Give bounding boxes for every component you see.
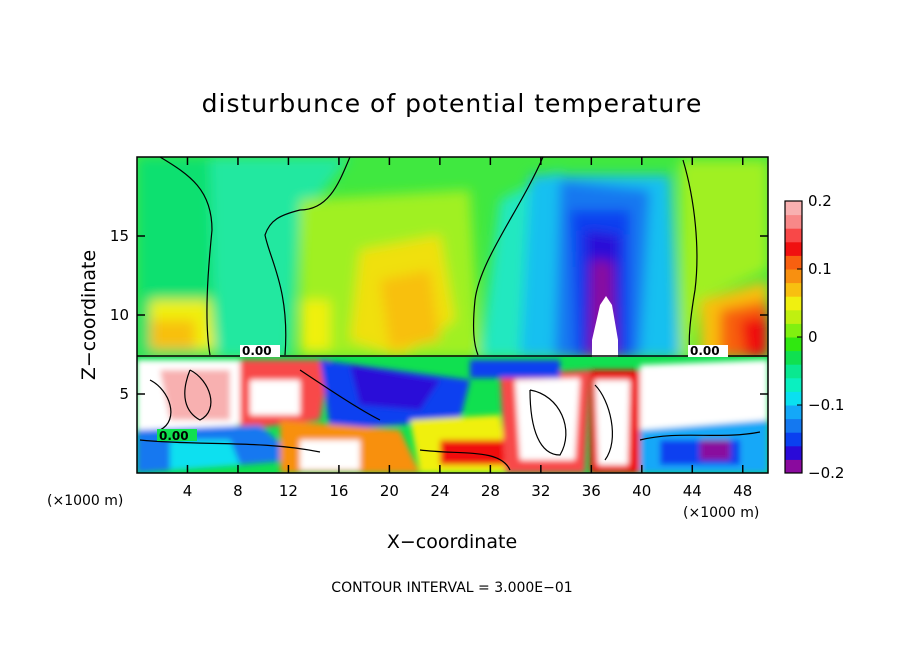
contour-label-box bbox=[157, 429, 197, 441]
contour-label-box bbox=[240, 345, 280, 357]
x-tick-label: 32 bbox=[531, 482, 550, 500]
contour-line bbox=[299, 369, 381, 421]
colorbar-swatch bbox=[785, 214, 802, 229]
colorbar-swatch bbox=[785, 255, 802, 270]
colorbar-swatch bbox=[785, 350, 802, 365]
x-tick-label: 44 bbox=[683, 482, 702, 500]
colorbar-swatch bbox=[785, 323, 802, 338]
x-tick-label: 36 bbox=[582, 482, 601, 500]
colorbar-swatch bbox=[785, 337, 802, 352]
colorbar-swatch bbox=[785, 364, 802, 379]
contour-line bbox=[159, 157, 213, 356]
colorbar-swatch bbox=[785, 405, 802, 420]
colorbar-tick-label: 0 bbox=[808, 328, 818, 346]
colorbar-swatch bbox=[785, 418, 802, 433]
colorbar-swatch bbox=[785, 241, 802, 256]
colorbar-swatch bbox=[785, 309, 802, 324]
x-tick-label: 40 bbox=[632, 482, 651, 500]
y-tick-label: 5 bbox=[119, 385, 129, 403]
x-tick-label: 8 bbox=[233, 482, 243, 500]
x-tick-label: 48 bbox=[733, 482, 752, 500]
contour-label-box bbox=[688, 345, 728, 357]
contour-label: 0.00 bbox=[159, 429, 189, 443]
field-upper-blobs bbox=[137, 157, 768, 357]
contour-line bbox=[529, 389, 567, 456]
field-saturated-core bbox=[592, 296, 618, 357]
colorbar-swatch bbox=[785, 377, 802, 392]
colorbar-tick-label: 0.2 bbox=[808, 192, 832, 210]
x-axis: 4 8 12 16 20 24 28 32 36 40 44 48 bbox=[183, 157, 752, 500]
x-unit-left: (×1000 m) bbox=[47, 493, 123, 509]
x-tick-label: 24 bbox=[430, 482, 449, 500]
colorbar-swatch bbox=[785, 201, 802, 216]
contour-label: 0.00 bbox=[690, 344, 720, 358]
colorbar-swatch bbox=[785, 445, 802, 460]
colorbar: 0.2 0.1 0 −0.1 −0.2 bbox=[784, 192, 844, 482]
colorbar-swatch bbox=[785, 228, 802, 243]
colorbar-tick-label: −0.1 bbox=[808, 396, 844, 414]
contour-line bbox=[419, 449, 511, 471]
contour-line bbox=[682, 159, 698, 356]
y-axis: 5 10 15 bbox=[110, 227, 768, 403]
contour-line bbox=[184, 369, 212, 421]
contour-interval-note: CONTOUR INTERVAL = 3.000E−01 bbox=[331, 580, 572, 596]
x-tick-label: 28 bbox=[481, 482, 500, 500]
contour-line bbox=[472, 157, 544, 356]
x-tick-label: 12 bbox=[279, 482, 298, 500]
x-axis-label: X−coordinate bbox=[387, 531, 517, 553]
x-tick-label: 16 bbox=[329, 482, 348, 500]
contour-line bbox=[264, 157, 351, 356]
colorbar-swatch bbox=[785, 432, 802, 447]
y-tick-label: 15 bbox=[110, 227, 129, 245]
colorbar-tick-label: 0.1 bbox=[808, 260, 832, 278]
x-unit-right: (×1000 m) bbox=[683, 505, 759, 521]
y-axis-label: Z−coordinate bbox=[78, 250, 100, 380]
contour-line bbox=[594, 384, 613, 461]
contour-line bbox=[139, 439, 321, 453]
colorbar-tick-label: −0.2 bbox=[808, 464, 844, 482]
chart-title: disturbunce of potential temperature bbox=[202, 89, 703, 118]
heatmap-field: 0.00 0.00 0.00 bbox=[137, 157, 768, 473]
colorbar-swatch bbox=[785, 282, 802, 297]
contour-line bbox=[639, 431, 761, 441]
colorbar-swatch bbox=[785, 459, 802, 474]
colorbar-swatch bbox=[785, 269, 802, 284]
contour-line bbox=[149, 379, 172, 431]
field-lower-blobs bbox=[137, 360, 768, 473]
contour-label: 0.00 bbox=[242, 344, 272, 358]
x-tick-label: 20 bbox=[380, 482, 399, 500]
colorbar-swatch bbox=[785, 296, 802, 311]
x-tick-label: 4 bbox=[183, 482, 193, 500]
colorbar-swatch bbox=[785, 391, 802, 406]
y-tick-label: 10 bbox=[110, 306, 129, 324]
